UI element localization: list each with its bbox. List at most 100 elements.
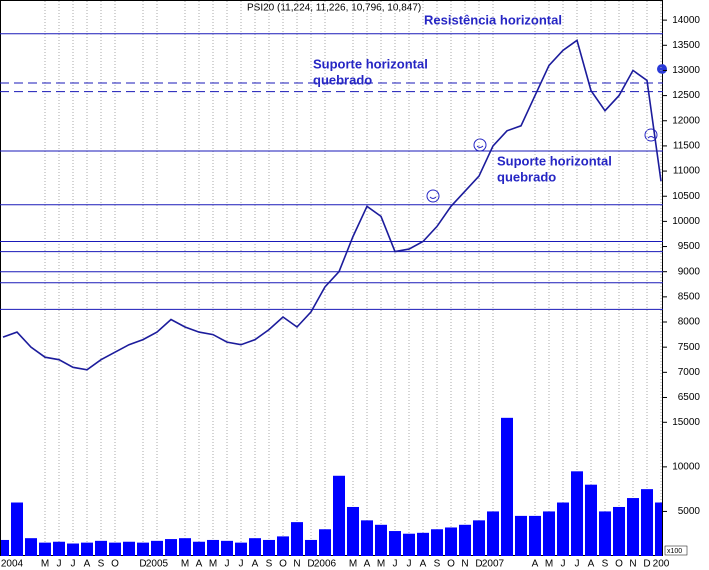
volume-bar xyxy=(361,520,373,556)
x-tick-label: D xyxy=(139,559,146,570)
volume-bar xyxy=(557,502,569,556)
volume-bar xyxy=(39,542,51,556)
x-tick-label: M xyxy=(545,559,553,570)
x-tick-label: 2004 xyxy=(1,559,24,570)
x-tick-label: N xyxy=(461,559,468,570)
x-tick-label: M xyxy=(209,559,217,570)
x-tick-label: D xyxy=(475,559,482,570)
x-tick-label: S xyxy=(434,559,441,570)
x-tick-label: J xyxy=(239,559,244,570)
unit-box xyxy=(664,545,688,556)
volume-bar xyxy=(445,527,457,556)
volume-bar xyxy=(627,498,639,556)
x-tick-label: J xyxy=(561,559,566,570)
y-tick-label: 9000 xyxy=(678,266,701,277)
volume-bar xyxy=(655,502,662,556)
volume-bar xyxy=(543,511,555,556)
volume-bar xyxy=(249,538,261,556)
y-tick-label: 14000 xyxy=(672,15,700,26)
x-tick-label: O xyxy=(111,559,119,570)
volume-bar xyxy=(81,542,93,556)
volume-bar xyxy=(53,541,65,556)
y-tick-label: 8000 xyxy=(678,317,701,328)
x-tick-label: A xyxy=(364,559,371,570)
volume-bar xyxy=(571,471,583,556)
x-tick-label: J xyxy=(575,559,580,570)
x-tick-label: A xyxy=(84,559,91,570)
x-tick-label: O xyxy=(279,559,287,570)
volume-bar xyxy=(123,541,135,556)
y-tick-label: 11500 xyxy=(673,141,701,152)
x-tick-label: 200 xyxy=(653,559,670,570)
volume-bar xyxy=(431,529,443,556)
y-tick-label: 12000 xyxy=(672,115,700,126)
y-tick-label: 10000 xyxy=(672,461,700,472)
y-tick-label: 13000 xyxy=(672,65,700,76)
marker-dot xyxy=(657,64,667,74)
x-tick-label: A xyxy=(196,559,203,570)
volume-bar xyxy=(277,536,289,556)
y-tick-label: 15000 xyxy=(672,417,700,428)
y-tick-label: 7500 xyxy=(678,342,701,353)
x-tick-label: D xyxy=(307,559,314,570)
x-tick-label: A xyxy=(588,559,595,570)
x-tick-label: J xyxy=(71,559,76,570)
volume-bar xyxy=(235,542,247,556)
volume-bar xyxy=(137,542,149,556)
annotation: Suporte horizontal xyxy=(497,153,612,168)
x-tick-label: O xyxy=(615,559,623,570)
x-tick-label: A xyxy=(532,559,539,570)
y-tick-label: 13500 xyxy=(672,40,700,51)
volume-bar xyxy=(151,540,163,556)
y-tick-label: 7000 xyxy=(678,367,701,378)
x-tick-label: A xyxy=(420,559,427,570)
volume-bar xyxy=(501,417,513,556)
volume-bar xyxy=(403,533,415,556)
volume-bar xyxy=(375,524,387,556)
x-tick-label: S xyxy=(266,559,273,570)
volume-bar xyxy=(613,506,625,556)
x-tick-label: N xyxy=(629,559,636,570)
x-tick-label: S xyxy=(98,559,105,570)
volume-bar xyxy=(221,540,233,556)
x-tick-label: J xyxy=(225,559,230,570)
volume-bar xyxy=(263,539,275,556)
volume-bar xyxy=(319,529,331,556)
price-line xyxy=(2,38,662,371)
volume-bar xyxy=(417,532,429,556)
volume-bar xyxy=(599,511,611,556)
x-tick-label: M xyxy=(41,559,49,570)
volume-bar xyxy=(193,541,205,556)
annotation: quebrado xyxy=(497,169,556,184)
hlines xyxy=(0,33,663,310)
volume-bar xyxy=(389,531,401,556)
y-tick-label: 9500 xyxy=(678,241,701,252)
x-tick-label: O xyxy=(447,559,455,570)
y-tick-label: 8500 xyxy=(678,291,701,302)
volume-bar xyxy=(95,540,107,556)
y-tick-label: 12500 xyxy=(672,90,700,101)
y-tick-label: 10000 xyxy=(672,216,700,227)
volume-bar xyxy=(473,520,485,556)
volume-bar xyxy=(305,539,317,556)
x-tick-label: 2005 xyxy=(146,559,169,570)
x-tick-label: S xyxy=(602,559,609,570)
volume-bar xyxy=(67,543,79,556)
volume-bar xyxy=(291,522,303,556)
y-tick-label: 11000 xyxy=(673,166,701,177)
volume-bar xyxy=(333,475,345,556)
volume-bar xyxy=(459,524,471,556)
x-tick-label: M xyxy=(181,559,189,570)
smiley-icons xyxy=(426,128,658,203)
y-tick-label: 5000 xyxy=(678,506,701,517)
volume-bar xyxy=(11,502,23,556)
volume-unit: x100 xyxy=(667,548,682,555)
y-tick-label: 6500 xyxy=(678,392,701,403)
volume-bar xyxy=(641,489,653,556)
x-tick-label: J xyxy=(393,559,398,570)
annotation: Resistência horizontal xyxy=(424,12,562,27)
x-tick-label: J xyxy=(407,559,412,570)
volume-bar xyxy=(207,539,219,556)
x-tick-label: D xyxy=(643,559,650,570)
